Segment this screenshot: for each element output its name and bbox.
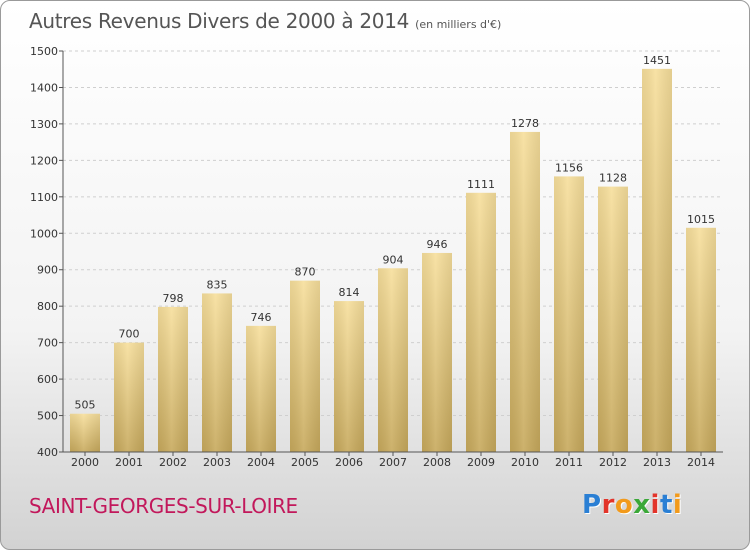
data-label: 1111 <box>467 178 495 191</box>
x-tick-label: 2011 <box>555 456 583 469</box>
logo-letter: i <box>650 490 660 520</box>
bar-shade <box>202 293 232 452</box>
logo-letter: P <box>582 490 602 520</box>
bar-shade <box>70 413 100 452</box>
bar-shade <box>510 131 540 453</box>
data-label: 814 <box>339 286 360 299</box>
data-label: 700 <box>119 328 140 341</box>
logo-letter: o <box>614 490 634 520</box>
place-name: SAINT-GEORGES-SUR-LOIRE <box>29 494 298 518</box>
x-tick-label: 2012 <box>599 456 627 469</box>
data-label: 1278 <box>511 117 539 130</box>
data-label: 798 <box>163 292 184 305</box>
data-label: 904 <box>383 253 404 266</box>
bar-shade <box>642 68 672 452</box>
x-tick-label: 2005 <box>291 456 319 469</box>
axes: 400 500 600 700 800 900 1000 1100 1200 1300 1400 15… <box>30 45 723 469</box>
bar-shade <box>686 227 716 452</box>
data-label: 1156 <box>555 161 583 174</box>
bars <box>70 68 716 453</box>
logo-letter: r <box>601 490 615 520</box>
data-label: 746 <box>251 311 272 324</box>
y-tick-label: 700 <box>37 337 58 350</box>
x-tick-label: 2000 <box>71 456 99 469</box>
y-tick-label: 800 <box>37 300 58 313</box>
proxiti-logo[interactable]: Proxiti <box>582 490 682 520</box>
data-label: 1451 <box>643 54 671 67</box>
y-tick-label: 900 <box>37 264 58 277</box>
y-tick-label: 1400 <box>30 81 58 94</box>
bar-shade <box>158 306 188 452</box>
bar-shade <box>114 342 144 452</box>
bar-shade <box>466 192 496 453</box>
y-tick-label: 1300 <box>30 118 58 131</box>
x-tick-label: 2013 <box>643 456 671 469</box>
bar-shade <box>246 325 276 452</box>
bar-shade <box>422 252 452 452</box>
logo-letter: x <box>633 490 651 520</box>
chart-title-unit: (en milliers d'€) <box>415 18 502 31</box>
x-tick-label: 2002 <box>159 456 187 469</box>
x-tick-label: 2014 <box>687 456 715 469</box>
bar-shade <box>378 268 408 452</box>
data-label: 1128 <box>599 172 627 185</box>
data-label: 946 <box>427 238 448 251</box>
x-tick-label: 2010 <box>511 456 539 469</box>
bar-shade <box>554 176 584 453</box>
y-tick-label: 400 <box>37 446 58 459</box>
chart-title-main: Autres Revenus Divers de 2000 à 2014 <box>29 9 410 33</box>
y-tick-label: 1200 <box>30 154 58 167</box>
data-label: 835 <box>207 278 228 291</box>
y-tick-label: 1500 <box>30 45 58 58</box>
y-tick-label: 1100 <box>30 191 58 204</box>
x-tick-label: 2009 <box>467 456 495 469</box>
x-tick-label: 2006 <box>335 456 363 469</box>
data-label: 1015 <box>687 213 715 226</box>
bar-shade <box>598 186 628 453</box>
logo-letter: t <box>659 490 673 520</box>
bar-shade <box>290 280 320 452</box>
bar-shade <box>334 301 364 452</box>
data-label: 505 <box>75 399 96 412</box>
x-tick-label: 2004 <box>247 456 275 469</box>
logo-letter: i <box>672 490 683 520</box>
x-tick-label: 2008 <box>423 456 451 469</box>
y-tick-label: 1000 <box>30 227 58 240</box>
chart-title: Autres Revenus Divers de 2000 à 2014 (en … <box>29 9 501 33</box>
data-labels: 505 700 798 835 746 870 814 904 946 1111 1278 1156 1… <box>75 54 716 412</box>
y-tick-label: 600 <box>37 373 58 386</box>
x-tick-label: 2007 <box>379 456 407 469</box>
x-tick-label: 2003 <box>203 456 231 469</box>
y-tick-label: 500 <box>37 410 58 423</box>
data-label: 870 <box>295 266 316 279</box>
x-tick-label: 2001 <box>115 456 143 469</box>
